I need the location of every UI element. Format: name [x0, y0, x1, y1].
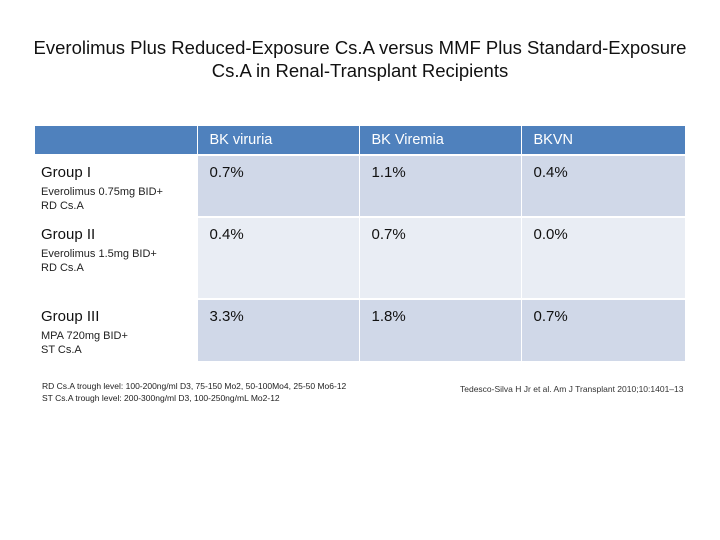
- header-cell-empty: [35, 126, 198, 155]
- trough-level-footnote: RD Cs.A trough level: 100-200ng/ml D3, 7…: [42, 380, 346, 404]
- table-row: Group III MPA 720mg BID+ ST Cs.A 3.3% 1.…: [35, 298, 686, 361]
- title-line-2: Cs.A in Renal-Transplant Recipients: [211, 60, 509, 81]
- group-regimen-line-1: Everolimus 1.5mg BID+: [41, 248, 157, 260]
- citation: Tedesco-Silva H Jr et al. Am J Transplan…: [460, 384, 684, 394]
- group-regimen-line-2: RD Cs.A: [41, 262, 84, 274]
- table-header-row: BK viruria BK Viremia BKVN: [35, 126, 686, 155]
- group-regimen-line-1: MPA 720mg BID+: [41, 330, 128, 342]
- title-line-1: Everolimus Plus Reduced-Exposure Cs.A ve…: [33, 37, 687, 58]
- group-regimen-line-2: ST Cs.A: [41, 344, 82, 356]
- value-cell: 3.3%: [197, 298, 360, 361]
- header-cell-bk-viremia: BK Viremia: [359, 126, 522, 155]
- footnote-rd: RD Cs.A trough level: 100-200ng/ml D3, 7…: [42, 381, 347, 391]
- value-cell: 0.4%: [521, 154, 686, 217]
- header-cell-bk-viruria: BK viruria: [197, 126, 360, 155]
- group-cell: Group I Everolimus 0.75mg BID+ RD Cs.A: [35, 154, 198, 217]
- table-row: Group II Everolimus 1.5mg BID+ RD Cs.A 0…: [35, 216, 686, 299]
- bk-results-table: BK viruria BK Viremia BKVN Group I Evero…: [35, 126, 686, 361]
- header-cell-bkvn: BKVN: [521, 126, 686, 155]
- value-cell: 0.7%: [197, 154, 360, 217]
- value-cell: 0.7%: [359, 216, 522, 299]
- value-cell: 0.0%: [521, 216, 686, 299]
- group-regimen-line-2: RD Cs.A: [41, 200, 84, 212]
- group-cell: Group II Everolimus 1.5mg BID+ RD Cs.A: [35, 216, 198, 299]
- value-cell: 0.7%: [521, 298, 686, 361]
- group-name: Group II: [41, 226, 96, 243]
- table-row: Group I Everolimus 0.75mg BID+ RD Cs.A 0…: [35, 154, 686, 217]
- value-cell: 0.4%: [197, 216, 360, 299]
- group-name: Group I: [41, 164, 92, 181]
- value-cell: 1.1%: [359, 154, 522, 217]
- footnote-st: ST Cs.A trough level: 200-300ng/ml D3, 1…: [42, 393, 280, 403]
- group-name: Group III: [41, 308, 100, 325]
- slide-title: Everolimus Plus Reduced-Exposure Cs.A ve…: [20, 36, 700, 82]
- group-regimen-line-1: Everolimus 0.75mg BID+: [41, 186, 163, 198]
- group-cell: Group III MPA 720mg BID+ ST Cs.A: [35, 298, 198, 361]
- value-cell: 1.8%: [359, 298, 522, 361]
